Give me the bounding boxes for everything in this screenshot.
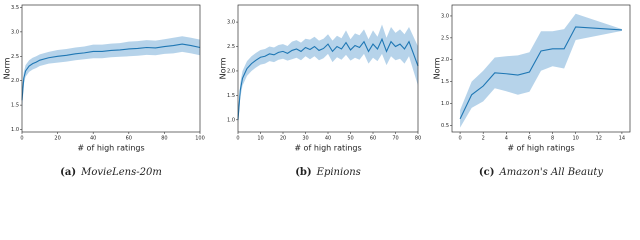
plot-frame xyxy=(237,4,419,133)
y-tick-label: 3.0 xyxy=(11,29,19,35)
line xyxy=(459,26,622,120)
x-tick-label: 4 xyxy=(505,136,508,142)
y-tick-label: 1.5 xyxy=(227,93,235,99)
y-tick-label: 1.0 xyxy=(441,101,449,107)
y-tick-label: 3.0 xyxy=(441,13,449,19)
x-tick-label: 40 xyxy=(90,136,96,142)
y-tick-label: 2.5 xyxy=(441,35,449,41)
x-tick-label: 10 xyxy=(572,136,578,142)
y-tick-label: 0.5 xyxy=(441,123,449,129)
x-tick-label: 20 xyxy=(54,136,60,142)
caption-text: Amazon's All Beauty xyxy=(498,167,603,178)
panel: 0.5 1.0 1.5 2.0 2.5 3.0 0 2 4 6 8 10 12 14 # of high r… xyxy=(433,4,631,178)
y-tick-label: 1.0 xyxy=(227,117,235,123)
plot-frame xyxy=(21,4,201,133)
x-tick-label: 80 xyxy=(415,136,421,142)
x-tick-label: 0 xyxy=(236,136,239,142)
caption-label: (b) xyxy=(295,167,311,178)
y-axis-label: Norm xyxy=(219,57,228,79)
x-axis-label: # of high ratings xyxy=(507,144,574,153)
x-tick-label: 8 xyxy=(551,136,554,142)
line xyxy=(237,37,419,120)
plot-frame xyxy=(451,4,631,133)
x-tick-label: 80 xyxy=(161,136,167,142)
x-axis-label: # of high ratings xyxy=(77,144,144,153)
y-axis-label: Norm xyxy=(433,57,442,79)
error-band xyxy=(22,36,200,113)
panel: 1.0 1.5 2.0 2.5 3.0 0 10 20 30 40 50 60 70 80 # of hig… xyxy=(219,4,421,178)
x-tick-label: 100 xyxy=(195,136,205,142)
error-band xyxy=(238,24,418,125)
x-tick-label: 14 xyxy=(619,136,625,142)
x-tick-label: 6 xyxy=(528,136,531,142)
caption-label: (a) xyxy=(60,167,76,178)
caption: (c) Amazon's All Beauty xyxy=(479,167,604,178)
caption: (a) MovieLens-20m xyxy=(60,167,162,178)
panel: 1.0 1.5 2.0 2.5 3.0 3.5 0 20 40 60 80 100 # of high … xyxy=(3,4,205,178)
x-tick-label: 70 xyxy=(392,136,398,142)
y-tick-label: 1.5 xyxy=(11,103,19,109)
x-tick-label: 0 xyxy=(20,136,23,142)
caption-text: MovieLens-20m xyxy=(80,167,162,178)
y-tick-label: 3.5 xyxy=(11,5,19,11)
x-tick-label: 12 xyxy=(596,136,602,142)
x-tick-label: 0 xyxy=(458,136,461,142)
y-tick-label: 2.5 xyxy=(227,44,235,50)
x-tick-label: 60 xyxy=(126,136,132,142)
figure: 1.01.52.02.53.03.50 20 40 60 80 100# of high … xyxy=(3,4,631,178)
x-tick-label: 10 xyxy=(257,136,263,142)
x-tick-label: 60 xyxy=(370,136,376,142)
x-tick-label: 50 xyxy=(347,136,353,142)
caption: (b) Epinions xyxy=(295,167,361,178)
y-tick-label: 1.5 xyxy=(441,79,449,85)
x-tick-label: 2 xyxy=(482,136,485,142)
x-tick-label: 20 xyxy=(280,136,286,142)
caption-label: (c) xyxy=(479,167,495,178)
line xyxy=(21,43,201,101)
x-tick-label: 40 xyxy=(325,136,331,142)
y-tick-label: 2.0 xyxy=(11,78,19,84)
caption-text: Epinions xyxy=(316,167,361,178)
y-tick-label: 3.0 xyxy=(227,20,235,26)
error-band xyxy=(460,13,622,128)
y-tick-label: 1.0 xyxy=(11,127,19,133)
y-tick-label: 2.0 xyxy=(227,68,235,74)
y-tick-label: 2.5 xyxy=(11,54,19,60)
y-axis-label: Norm xyxy=(3,57,12,79)
x-axis-label: # of high ratings xyxy=(294,144,361,153)
y-tick-label: 2.0 xyxy=(441,57,449,63)
x-tick-label: 30 xyxy=(302,136,308,142)
